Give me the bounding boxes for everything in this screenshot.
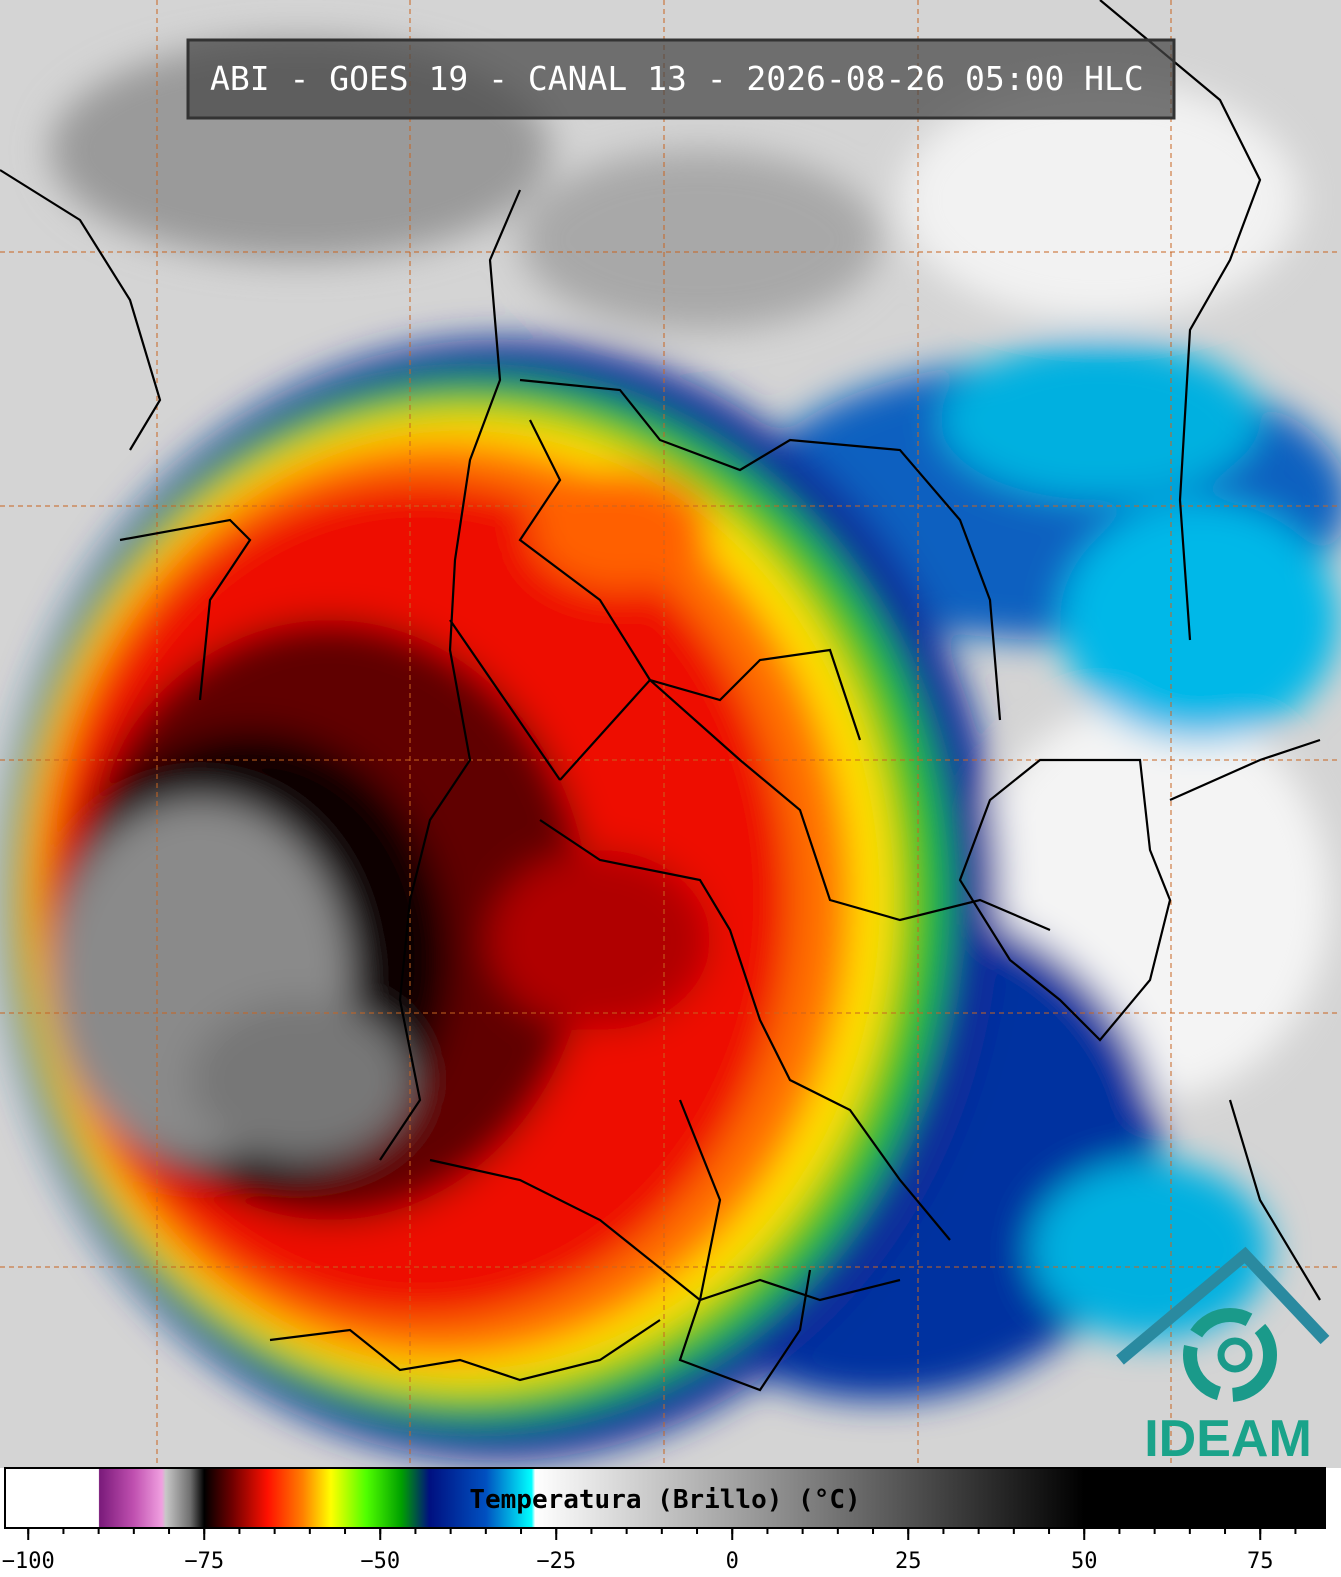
tick-label: −50 xyxy=(360,1549,400,1574)
logo-text: IDEAM xyxy=(1144,1410,1312,1468)
colorbar-bar xyxy=(4,1467,1326,1529)
tick-label: −100 xyxy=(2,1549,55,1574)
tick-label: −25 xyxy=(536,1549,576,1574)
logo: IDEAM xyxy=(1116,1246,1330,1468)
tick-label: −75 xyxy=(184,1549,224,1574)
tick-label: 50 xyxy=(1071,1549,1098,1574)
tick-label: 25 xyxy=(895,1549,922,1574)
colorbar: Temperatura (Brillo) (°C) −100 −75 −50 −25 0 2… xyxy=(2,1467,1326,1574)
title-box xyxy=(186,38,1176,120)
tick-label: 75 xyxy=(1247,1549,1274,1574)
title: ABI - GOES 19 - CANAL 13 - 2026-08-26 05… xyxy=(210,59,1144,98)
satellite-image xyxy=(0,0,1341,1468)
colorbar-label: Temperatura (Brillo) (°C) xyxy=(469,1485,860,1515)
tick-label: 0 xyxy=(726,1549,739,1574)
